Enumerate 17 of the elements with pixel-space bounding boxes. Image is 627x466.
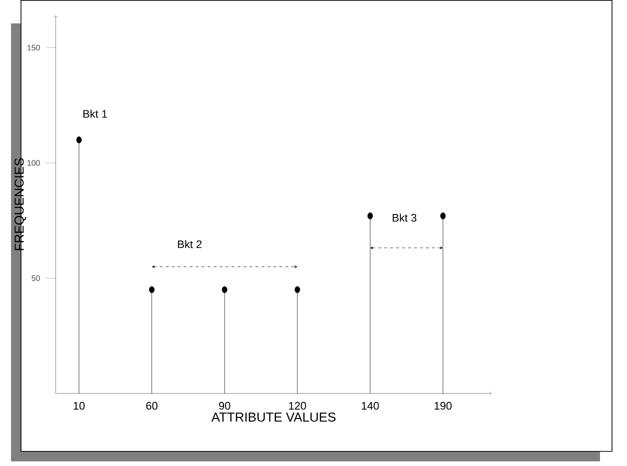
x-tick-label: 90 — [219, 402, 230, 410]
point — [440, 212, 446, 220]
x-tick-label: 120 — [289, 402, 306, 410]
point — [294, 286, 300, 293]
point — [222, 286, 228, 293]
x-tick-label: 190 — [434, 402, 452, 410]
x-tick-label: 10 — [74, 402, 85, 410]
x-tick-label: 60 — [146, 402, 158, 410]
annotation: Bkt 1 — [83, 110, 107, 118]
x-axis-title: ATTRIBUTE VALUES — [211, 412, 336, 422]
annotation: Bkt 3 — [392, 213, 416, 222]
y-axis-title: FREQUENCIES — [14, 158, 26, 250]
annotation: Bkt 2 — [178, 240, 202, 248]
x-tick-label: 140 — [362, 402, 379, 410]
point — [149, 286, 154, 293]
point — [76, 136, 82, 144]
point — [367, 212, 373, 220]
